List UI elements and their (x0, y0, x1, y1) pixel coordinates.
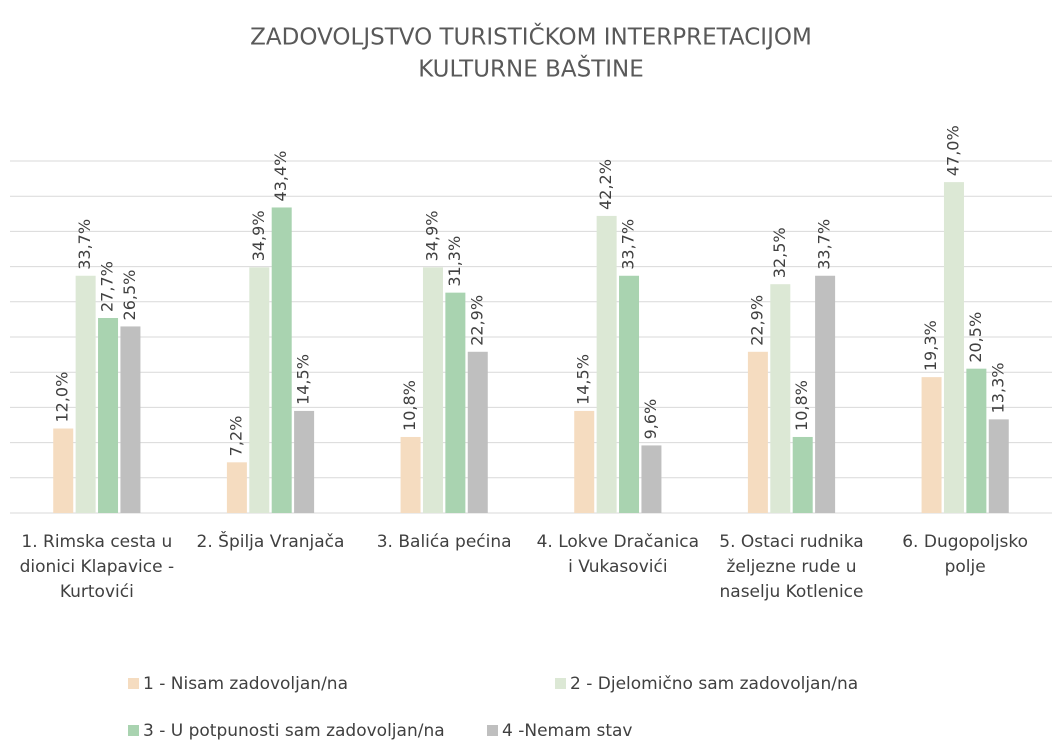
legend-item: 3 - U potpunosti sam zadovoljan/na (128, 721, 445, 741)
legend-swatch (555, 678, 566, 689)
bar (294, 410, 315, 513)
bar (747, 351, 768, 513)
bar (770, 284, 791, 513)
data-label: 7,2% (226, 416, 245, 457)
bar (943, 182, 964, 513)
data-label: 10,8% (400, 380, 419, 431)
legend-item: 4 -Nemam stav (487, 721, 632, 741)
bar (271, 207, 292, 514)
x-tick-label: 1. Rimska cesta u dionici Klapavice - Ku… (19, 532, 175, 602)
bar (815, 275, 836, 513)
legend-item: 1 - Nisam zadovoljan/na (128, 674, 348, 694)
data-label: 10,8% (792, 380, 811, 431)
x-tick-label: 5. Ostaci rudnika željezne rude u naselj… (719, 532, 864, 602)
data-label: 14,5% (294, 354, 313, 405)
data-label: 34,9% (249, 210, 268, 261)
chart-title: ZADOVOLJSTVO TURISTIČKOM INTERPRETACIJOM (250, 23, 812, 51)
x-tick-label: 6. Dugopoljsko polje (902, 532, 1029, 577)
bar (792, 436, 813, 513)
data-label: 20,5% (966, 312, 985, 363)
bar (619, 275, 640, 513)
data-label: 42,2% (596, 159, 615, 210)
data-label: 33,7% (75, 219, 94, 270)
bar (574, 410, 595, 513)
bar (422, 267, 443, 513)
bar (988, 419, 1009, 513)
bar (226, 462, 247, 513)
data-label: 43,4% (271, 151, 290, 202)
data-label: 9,6% (641, 399, 660, 440)
data-label: 19,3% (921, 320, 940, 371)
bar (53, 428, 74, 513)
bar (641, 445, 662, 513)
chart-subtitle: KULTURNE BAŠTINE (418, 55, 644, 83)
data-label: 34,9% (422, 210, 441, 261)
legend-swatch (128, 678, 139, 689)
data-label: 22,9% (747, 295, 766, 346)
bar (120, 326, 141, 513)
bar (596, 215, 617, 514)
data-label: 26,5% (120, 270, 139, 321)
data-label: 33,7% (815, 219, 834, 270)
data-label: 32,5% (770, 227, 789, 278)
data-label: 12,0% (53, 372, 72, 423)
data-label: 27,7% (98, 261, 117, 312)
data-label: 22,9% (467, 295, 486, 346)
legend-swatch (487, 725, 498, 736)
legend-label: 2 - Djelomično sam zadovoljan/na (570, 674, 859, 694)
legend-label: 3 - U potpunosti sam zadovoljan/na (143, 721, 445, 741)
bar (921, 377, 942, 513)
data-label: 14,5% (574, 354, 593, 405)
bar (445, 292, 466, 513)
bar (966, 368, 987, 513)
legend-swatch (128, 725, 139, 736)
bar (467, 351, 488, 513)
legend-label: 4 -Nemam stav (502, 721, 633, 741)
data-label: 47,0% (943, 125, 962, 176)
data-label: 13,3% (988, 363, 1007, 414)
bar (400, 436, 421, 513)
x-tick-label: 4. Lokve Dračanica i Vukasovići (536, 532, 700, 577)
data-label: 33,7% (619, 219, 638, 270)
legend-label: 1 - Nisam zadovoljan/na (143, 674, 348, 694)
legend-item: 2 - Djelomično sam zadovoljan/na (555, 674, 858, 694)
data-label: 31,3% (445, 236, 464, 287)
x-tick-label: 3. Balića pećina (376, 532, 512, 552)
bar (75, 275, 96, 513)
bar (98, 317, 119, 513)
x-tick-label: 2. Špilja Vranjača (196, 532, 345, 552)
bar (249, 267, 270, 513)
